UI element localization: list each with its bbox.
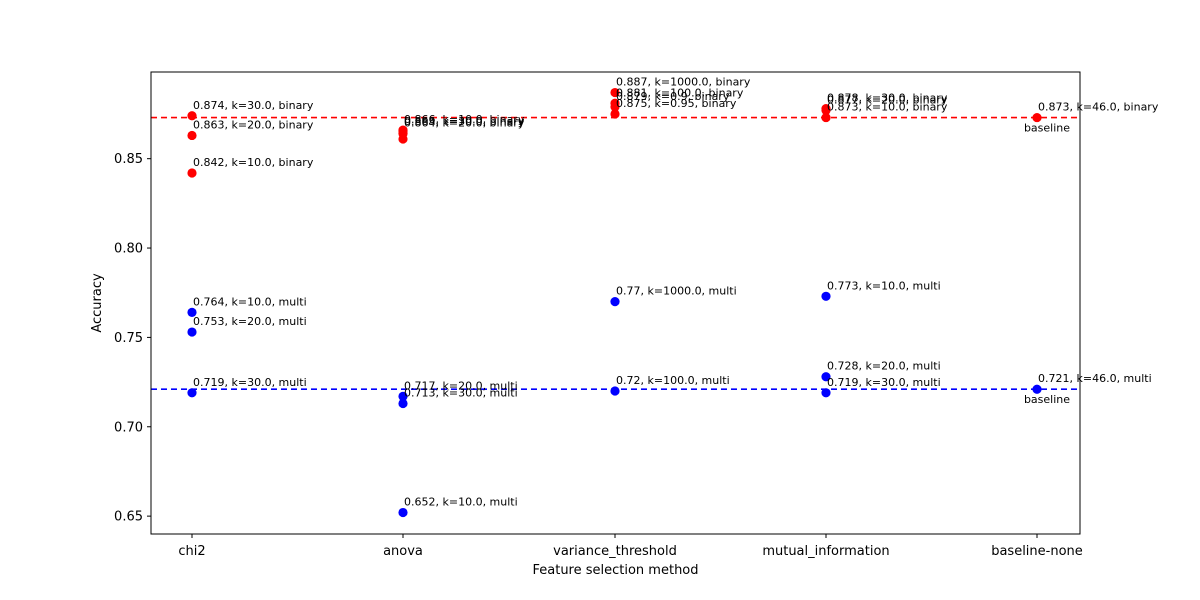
data-point: [1032, 112, 1042, 123]
point-label: 0.764, k=10.0, multi: [193, 295, 307, 308]
point-label: 0.863, k=20.0, binary: [193, 118, 314, 131]
point-label: 0.879, k=0.9, binary: [616, 90, 730, 103]
x-tick-label: anova: [383, 544, 423, 559]
x-tick-label: baseline-none: [991, 544, 1083, 559]
data-point: [821, 112, 831, 123]
y-tick-label: 0.85: [114, 152, 143, 167]
data-point: [610, 109, 620, 119]
point-label: 0.864, k=20.0, binary: [404, 117, 525, 130]
data-point: [821, 291, 831, 301]
data-point: [398, 391, 408, 401]
data-point: [187, 111, 197, 121]
point-label: 0.72, k=100.0, multi: [616, 374, 730, 387]
point-label: 0.865, k=30.0, binary: [404, 115, 525, 128]
point-label: 0.875, k=0.95, binary: [616, 97, 737, 110]
data-point: [821, 372, 831, 382]
y-axis-title: Accuracy: [90, 273, 105, 333]
x-axis-title: Feature selection method: [532, 563, 698, 578]
point-label: 0.842, k=10.0, binary: [193, 156, 314, 169]
y-axis-ticks: 0.65 0.70 0.75 0.80 0.85: [114, 152, 151, 525]
point-label: 0.719, k=30.0, multi: [193, 376, 307, 389]
point-label: 0.877, k=20.0, binary: [827, 93, 948, 106]
point-label: 0.753, k=20.0, multi: [193, 315, 307, 328]
data-point: [610, 102, 620, 112]
data-point: [398, 398, 408, 409]
point-label: 0.773, k=10.0, multi: [827, 279, 941, 292]
y-tick-label: 0.70: [114, 420, 143, 435]
data-point: [187, 388, 197, 398]
point-label: 0.728, k=20.0, multi: [827, 360, 941, 373]
point-label: 0.873, k=10.0, binary: [827, 101, 948, 114]
y-tick-label: 0.65: [114, 510, 143, 525]
x-axis-ticks: chi2 anova variance_threshold mutual_inform…: [178, 534, 1083, 559]
baseline-label: baseline: [1024, 393, 1070, 406]
point-label: 0.77, k=1000.0, multi: [616, 285, 737, 298]
point-label: 0.878, k=30.0, binary: [827, 92, 948, 105]
data-point: [187, 307, 197, 317]
point-labels: baseline baseline 0.874, k=30.0, binary 0.8…: [193, 76, 1159, 509]
data-point: [821, 105, 831, 116]
point-label: 0.874, k=30.0, binary: [193, 99, 314, 112]
point-label: 0.652, k=10.0, multi: [404, 496, 518, 509]
data-point: [187, 327, 197, 337]
data-point: [610, 87, 620, 98]
point-label: 0.721, k=46.0, multi: [1038, 372, 1152, 385]
point-label: 0.866, k=10.0, binary: [404, 113, 525, 126]
data-point: [610, 386, 620, 396]
point-label: 0.873, k=46.0, binary: [1038, 101, 1159, 114]
data-point: [398, 507, 408, 518]
data-point: [610, 297, 620, 307]
data-points: [187, 87, 1042, 518]
point-label: 0.881, k=100.0, binary: [616, 86, 744, 99]
baseline-label: baseline: [1024, 122, 1070, 135]
data-point: [398, 134, 408, 144]
x-tick-label: mutual_information: [762, 544, 889, 559]
data-point: [821, 388, 831, 398]
y-tick-label: 0.75: [114, 331, 143, 346]
point-label: 0.717, k=20.0, multi: [404, 379, 518, 392]
point-label: 0.887, k=1000.0, binary: [616, 76, 751, 89]
data-point: [187, 130, 197, 141]
x-tick-label: chi2: [178, 544, 205, 559]
point-label: 0.719, k=30.0, multi: [827, 376, 941, 389]
y-tick-label: 0.80: [114, 242, 143, 257]
data-point: [1032, 384, 1042, 394]
data-point: [187, 168, 197, 178]
point-label: 0.713, k=30.0, multi: [404, 387, 518, 400]
x-tick-label: variance_threshold: [553, 544, 677, 559]
